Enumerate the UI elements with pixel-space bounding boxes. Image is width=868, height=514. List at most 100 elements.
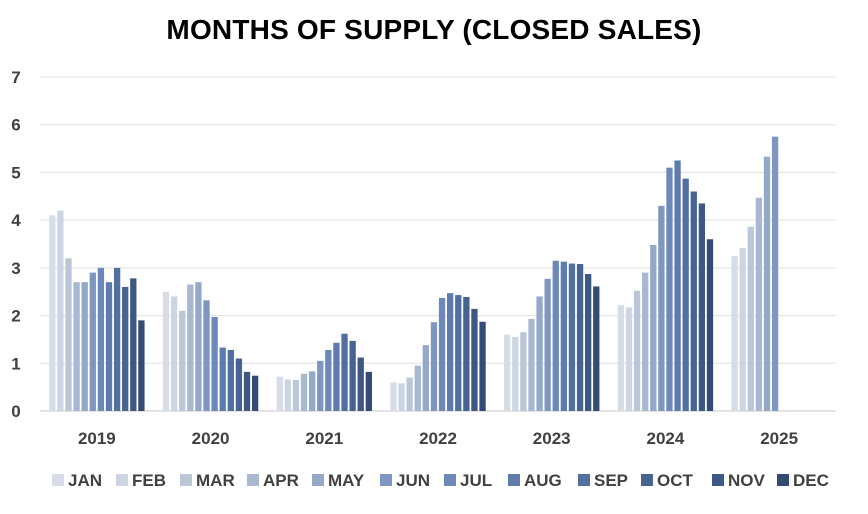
bar-aug-2019	[105, 282, 113, 411]
bar-jun-2022	[430, 322, 438, 411]
bar-jun-2021	[317, 360, 324, 411]
bar-mar-2021	[292, 379, 300, 411]
bar-mar-2024	[633, 290, 641, 411]
bar-feb-2019	[57, 210, 64, 411]
bar-nov-2020	[243, 371, 251, 411]
x-tick-label: 2021	[305, 429, 343, 448]
bar-nov-2022	[471, 308, 478, 411]
legend-label: MAY	[328, 471, 365, 490]
x-tick-label: 2019	[78, 429, 116, 448]
bar-jan-2023	[504, 334, 511, 411]
bar-may-2019	[81, 282, 88, 411]
y-tick-label: 3	[11, 259, 20, 278]
legend-swatch	[712, 474, 724, 486]
bar-apr-2024	[642, 272, 649, 411]
bar-oct-2020	[235, 358, 243, 411]
bar-oct-2023	[576, 264, 584, 411]
bar-sep-2022	[455, 295, 462, 411]
bar-jun-2023	[544, 278, 551, 411]
bar-jul-2021	[325, 349, 332, 411]
legend-label: NOV	[728, 471, 766, 490]
x-tick-label: 2020	[192, 429, 230, 448]
y-tick-label: 0	[11, 402, 20, 421]
bar-nov-2021	[357, 357, 364, 411]
legend-label: SEP	[594, 471, 628, 490]
bar-aug-2021	[333, 342, 340, 411]
bar-aug-2020	[219, 347, 226, 411]
bar-jan-2022	[390, 382, 397, 411]
bar-aug-2024	[674, 160, 681, 411]
bar-jan-2021	[276, 376, 283, 411]
gridlines	[40, 76, 836, 412]
bar-feb-2020	[170, 296, 178, 411]
legend-swatch	[777, 474, 789, 486]
bar-sep-2023	[568, 263, 576, 411]
bar-aug-2022	[447, 293, 454, 411]
bar-jun-2020	[203, 300, 210, 411]
bar-feb-2023	[512, 337, 519, 411]
bar-sep-2021	[341, 333, 348, 411]
bar-jan-2019	[49, 215, 56, 411]
legend-label: AUG	[524, 471, 562, 490]
bar-jul-2024	[666, 167, 673, 411]
legend-swatch	[247, 474, 259, 486]
legend-swatch	[641, 474, 653, 486]
bar-mar-2025	[747, 226, 754, 411]
bar-may-2023	[536, 296, 543, 411]
y-tick-label: 6	[11, 116, 20, 135]
bar-oct-2022	[463, 296, 470, 411]
legend-swatch	[52, 474, 64, 486]
legend-swatch	[508, 474, 520, 486]
y-axis-ticks: 0 1 2 3 4 5 6 7	[11, 68, 21, 421]
bar-may-2022	[422, 345, 429, 411]
y-tick-label: 4	[11, 211, 21, 230]
bar-jun-2025	[771, 136, 779, 411]
legend-swatch	[312, 474, 324, 486]
y-tick-label: 7	[11, 68, 20, 87]
bar-jan-2025	[731, 255, 738, 411]
y-tick-label: 5	[11, 163, 20, 182]
bar-dec-2022	[479, 321, 486, 411]
bar-apr-2021	[300, 373, 308, 411]
bar-feb-2024	[625, 307, 633, 411]
bar-mar-2023	[520, 332, 527, 411]
legend-label: FEB	[132, 471, 166, 490]
legend-swatch	[116, 474, 128, 486]
legend-label: MAR	[196, 471, 235, 490]
bar-dec-2021	[365, 371, 372, 411]
bar-apr-2019	[73, 282, 80, 411]
bar-dec-2023	[593, 286, 600, 411]
legend-swatch	[180, 474, 192, 486]
bars	[49, 136, 779, 411]
legend-label: JAN	[68, 471, 102, 490]
chart-title: MONTHS OF SUPPLY (CLOSED SALES)	[166, 14, 702, 45]
legend-label: JUN	[396, 471, 430, 490]
x-tick-label: 2025	[760, 429, 798, 448]
bar-may-2021	[308, 371, 316, 411]
bar-oct-2019	[122, 286, 129, 411]
legend-label: OCT	[657, 471, 694, 490]
bar-may-2020	[195, 282, 202, 411]
bar-jun-2024	[658, 205, 665, 411]
bar-apr-2022	[414, 365, 421, 411]
legend-swatch	[380, 474, 392, 486]
x-tick-label: 2022	[419, 429, 457, 448]
bar-dec-2020	[251, 375, 259, 411]
legend: JAN FEB MAR APR MAY JUN JUL AUG SEP OCT NOV DEC	[52, 471, 829, 490]
bar-mar-2022	[406, 377, 413, 411]
bar-oct-2024	[690, 191, 697, 411]
bar-dec-2019	[138, 320, 145, 411]
y-tick-label: 2	[11, 307, 20, 326]
bar-feb-2021	[284, 379, 291, 411]
bar-jul-2022	[438, 297, 446, 411]
bar-apr-2023	[528, 318, 535, 411]
y-tick-label: 1	[11, 354, 20, 373]
bar-may-2024	[650, 244, 657, 411]
bar-apr-2020	[187, 284, 194, 411]
bar-mar-2020	[179, 310, 186, 411]
x-axis-ticks: 2019 2020 2021 2022 2023 2024 2025	[78, 429, 798, 448]
bar-mar-2019	[65, 258, 72, 411]
legend-label: DEC	[793, 471, 829, 490]
bar-oct-2021	[349, 340, 356, 411]
